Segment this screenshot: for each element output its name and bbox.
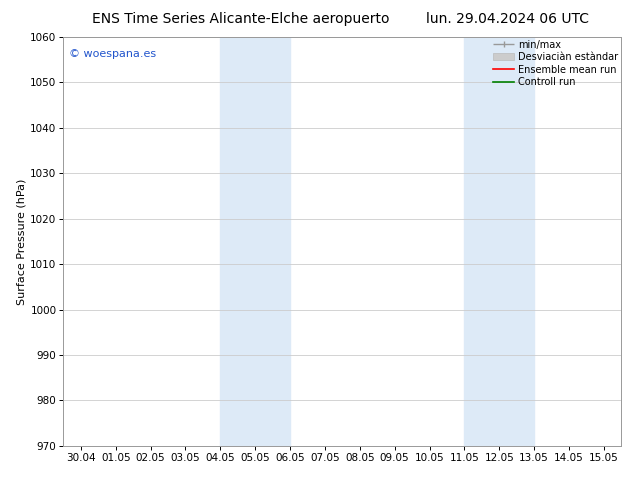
Bar [464, 37, 534, 446]
Text: © woespana.es: © woespana.es [69, 49, 156, 59]
Text: lun. 29.04.2024 06 UTC: lun. 29.04.2024 06 UTC [425, 12, 589, 26]
Bar [221, 37, 290, 446]
Y-axis label: Surface Pressure (hPa): Surface Pressure (hPa) [16, 178, 26, 304]
Text: ENS Time Series Alicante-Elche aeropuerto: ENS Time Series Alicante-Elche aeropuert… [92, 12, 390, 26]
Legend: min/max, Desviaciàn estàndar, Ensemble mean run, Controll run: min/max, Desviaciàn estàndar, Ensemble m… [493, 40, 618, 87]
